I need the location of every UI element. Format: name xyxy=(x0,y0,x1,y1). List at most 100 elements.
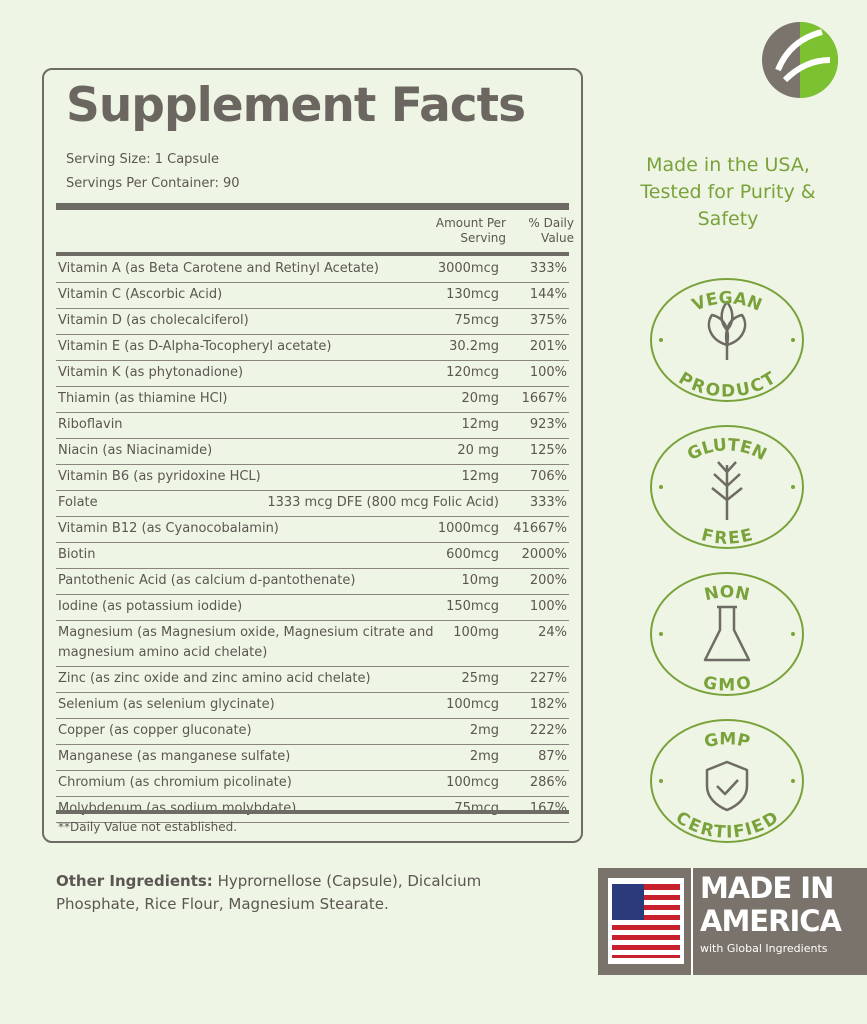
nutrient-amount: 2mg xyxy=(469,749,499,764)
badge-icon xyxy=(711,461,743,520)
nutrient-dv: 24% xyxy=(538,625,567,640)
badge-text: VEGAN xyxy=(689,288,764,315)
nutrient-row: Niacin (as Niacinamide) 20 mg 125% xyxy=(56,439,569,465)
nutrient-row: Vitamin B6 (as pyridoxine HCL) 12mg 706% xyxy=(56,465,569,491)
nutrient-name: Magnesium (as Magnesium oxide, Magnesium… xyxy=(58,625,434,660)
badge-text: GMO xyxy=(701,673,753,696)
other-text: Hyprornellose (Capsule), Dicalcium Phosp… xyxy=(56,872,482,913)
badge-ring xyxy=(650,425,804,549)
nutrient-name: Vitamin D (as cholecalciferol) xyxy=(58,313,249,328)
nutrient-name: Selenium (as selenium glycinate) xyxy=(58,697,275,712)
nutrient-row: Vitamin C (Ascorbic Acid) 130mcg 144% xyxy=(56,283,569,309)
nutrient-row: Vitamin D (as cholecalciferol) 75mcg 375% xyxy=(56,309,569,335)
nutrient-amount: 1333 mcg DFE (800 mcg Folic Acid) xyxy=(267,495,499,510)
badge-icon xyxy=(705,760,749,812)
mia-subtitle: with Global Ingredients xyxy=(700,942,828,955)
badge-bottom: CERTIFIED xyxy=(672,808,782,843)
nutrient-dv: 706% xyxy=(529,469,567,484)
nutrient-dv: 100% xyxy=(529,599,567,614)
nutrient-name: Vitamin A (as Beta Carotene and Retinyl … xyxy=(58,261,379,276)
nutrient-amount: 12mg xyxy=(461,417,499,432)
badge-dot xyxy=(791,338,795,342)
footnote: **Daily Value not established. xyxy=(58,820,238,834)
badge-bottom: FREE xyxy=(699,525,754,549)
nutrient-name: Pantothenic Acid (as calcium d-pantothen… xyxy=(58,573,356,588)
badge-icon xyxy=(707,300,747,360)
nutrient-dv: 201% xyxy=(529,339,567,354)
badge-arc xyxy=(663,634,791,679)
nutrient-amount: 100mcg xyxy=(446,697,499,712)
badge-dot xyxy=(791,485,795,489)
nutrient-dv: 222% xyxy=(529,723,567,738)
nutrient-dv: 227% xyxy=(529,671,567,686)
badge-ring xyxy=(650,719,804,843)
serving-size: Serving Size: 1 Capsule xyxy=(66,152,220,167)
badge-text: NON xyxy=(703,582,752,605)
nutrient-row: Pantothenic Acid (as calcium d-pantothen… xyxy=(56,569,569,595)
nutrient-name: Folate xyxy=(58,495,98,510)
badge-dot xyxy=(791,779,795,783)
nutrient-name: Vitamin B6 (as pyridoxine HCL) xyxy=(58,469,261,484)
nutrient-row: Zinc (as zinc oxide and zinc amino acid … xyxy=(56,667,569,693)
nutrient-amount: 150mcg xyxy=(446,599,499,614)
badge-text: GLUTEN xyxy=(684,435,769,465)
nutrient-table: Vitamin A (as Beta Carotene and Retinyl … xyxy=(56,257,569,823)
nutrient-row: Vitamin E (as D-Alpha-Tocopheryl acetate… xyxy=(56,335,569,361)
nutrient-name: Iodine (as potassium iodide) xyxy=(58,599,243,614)
badge-dot xyxy=(791,632,795,636)
nutrient-amount: 25mg xyxy=(461,671,499,686)
nutrient-name: Chromium (as chromium picolinate) xyxy=(58,775,292,790)
divider xyxy=(56,203,569,210)
nutrient-row: Biotin 600mcg 2000% xyxy=(56,543,569,569)
nutrient-row: Manganese (as manganese sulfate) 2mg 87% xyxy=(56,745,569,771)
nutrient-amount: 100mg xyxy=(453,625,499,640)
mia-title: MADE IN AMERICA xyxy=(700,872,842,938)
nutrient-amount: 2mg xyxy=(469,723,499,738)
logo xyxy=(762,22,838,98)
badge-text: GMP xyxy=(702,729,751,752)
other-ingredients: Other Ingredients: Hyprornellose (Capsul… xyxy=(56,870,526,916)
nutrient-amount: 75mcg xyxy=(454,313,499,328)
badge-text: PRODUCT xyxy=(675,368,780,401)
nutrient-dv: 333% xyxy=(529,495,567,510)
badge-ring xyxy=(650,572,804,696)
nutrient-row: Selenium (as selenium glycinate) 100mcg 18… xyxy=(56,693,569,719)
nutrient-dv: 125% xyxy=(529,443,567,458)
badge-arc xyxy=(672,597,782,634)
tagline: Made in the USA, Tested for Purity & Saf… xyxy=(640,154,816,230)
badge-dot xyxy=(659,485,663,489)
nutrient-amount: 1000mcg xyxy=(437,521,499,536)
nutrient-dv: 41667% xyxy=(513,521,567,536)
badge-top: GLUTEN xyxy=(684,435,769,465)
nutrient-amount: 600mcg xyxy=(446,547,499,562)
nutrient-name: Copper (as copper gluconate) xyxy=(58,723,252,738)
badge-top: GMP xyxy=(702,729,751,752)
divider xyxy=(56,810,569,814)
nutrient-row: Vitamin K (as phytonadione) 120mcg 100% xyxy=(56,361,569,387)
badge-dot xyxy=(659,338,663,342)
made-in-america: MADE IN AMERICA with Global Ingredients xyxy=(598,868,867,975)
nutrient-name: Vitamin K (as phytonadione) xyxy=(58,365,244,380)
nutrient-dv: 286% xyxy=(529,775,567,790)
nutrient-amount: 130mcg xyxy=(446,287,499,302)
nutrient-name: Manganese (as manganese sulfate) xyxy=(58,749,291,764)
panel-title: Supplement Facts xyxy=(66,78,526,133)
nutrient-amount: 12mg xyxy=(461,469,499,484)
nutrient-dv: 375% xyxy=(529,313,567,328)
nutrient-dv: 1667% xyxy=(521,391,567,406)
nutrient-name: Zinc (as zinc oxide and zinc amino acid … xyxy=(58,671,371,686)
nutrient-dv: 2000% xyxy=(521,547,567,562)
badge-top: VEGAN xyxy=(689,288,764,315)
nutrient-name: Riboflavin xyxy=(58,417,123,432)
nutrient-dv: 200% xyxy=(529,573,567,588)
amount-header: Amount Per Serving xyxy=(435,216,506,245)
divider xyxy=(56,252,569,256)
badge-bottom: GMO xyxy=(701,673,753,696)
nutrient-amount: 20mg xyxy=(461,391,499,406)
nutrient-row: Copper (as copper gluconate) 2mg 222% xyxy=(56,719,569,745)
nutrient-dv: 333% xyxy=(529,261,567,276)
nutrient-row: Vitamin A (as Beta Carotene and Retinyl … xyxy=(56,257,569,283)
nutrient-name: Niacin (as Niacinamide) xyxy=(58,443,213,458)
badges: VEGAN PRODUCT GLUTEN FREE NON GMO GMP CERTIFIED xyxy=(650,278,804,843)
